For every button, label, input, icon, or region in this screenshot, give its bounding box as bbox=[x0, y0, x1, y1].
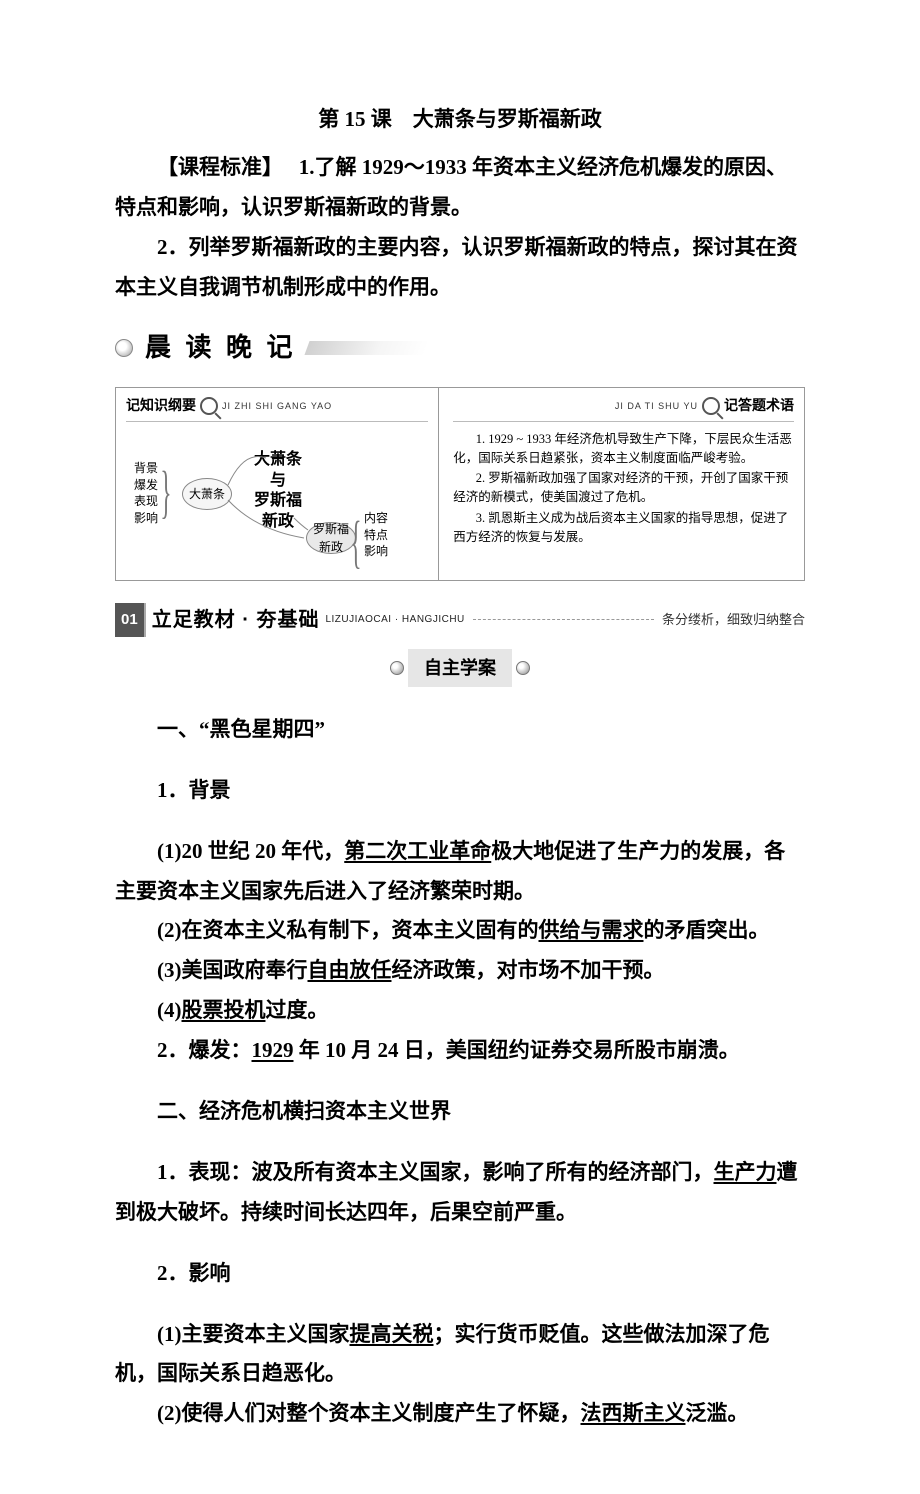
content-para: (1)主要资本主义国家提高关税；实行货币贬值。这些做法加深了危机，国际关系日趋恶… bbox=[115, 1315, 805, 1395]
content-para: (2)使得人们对整个资本主义制度产生了怀疑，法西斯主义泛滥。 bbox=[115, 1394, 805, 1434]
content-para: (1)20 世纪 20 年代，第二次工业革命极大地促进了生产力的发展，各主要资本… bbox=[115, 832, 805, 912]
list-item: 表现 bbox=[134, 493, 158, 510]
magnifier-icon bbox=[702, 397, 720, 415]
section-heading: 一、“黑色星期四” bbox=[115, 710, 805, 750]
pill-label: 自主学案 bbox=[408, 649, 512, 687]
kbox-right-title: 记答题术语 bbox=[724, 396, 794, 417]
underline-text: 提高关税 bbox=[350, 1322, 434, 1346]
text: 1．表现：波及所有资本主义国家，影响了所有的经济部门， bbox=[157, 1160, 714, 1184]
list-item: 特点 bbox=[364, 527, 388, 544]
kbox-left-title: 记知识纲要 bbox=[126, 396, 196, 417]
list-item: 爆发 bbox=[134, 477, 158, 494]
underline-text: 股票投机 bbox=[182, 998, 266, 1022]
diagram-right-items: 内容 特点 影响 bbox=[364, 510, 388, 560]
text: 年 10 月 24 日，美国纽约证券交易所股市崩溃。 bbox=[294, 1038, 740, 1062]
bullet-icon bbox=[115, 339, 133, 357]
content-para: (2)在资本主义私有制下，资本主义固有的供给与需求的矛盾突出。 bbox=[115, 911, 805, 951]
text: 2．爆发： bbox=[157, 1038, 252, 1062]
underline-text: 法西斯主义 bbox=[581, 1401, 686, 1425]
kbox-right-pinyin: JI DA TI SHU YU bbox=[615, 400, 698, 414]
knowledge-box: 记知识纲要 JI ZHI SHI GANG YAO 背景 爆发 表现 影响 } … bbox=[115, 387, 805, 581]
text: 的矛盾突出。 bbox=[644, 918, 770, 942]
underline-text: 供给与需求 bbox=[539, 918, 644, 942]
brace-icon: } bbox=[160, 448, 171, 535]
kbox-right: JI DA TI SHU YU 记答题术语 1. 1929 ~ 1933 年经济… bbox=[439, 388, 804, 580]
sub-heading: 2．影响 bbox=[115, 1254, 805, 1294]
standard-para-1: 【课程标准】 1.了解 1929～1933 年资本主义经济危机爆发的原因、特点和… bbox=[115, 148, 805, 228]
dash-line bbox=[473, 619, 654, 620]
text: (1)20 世纪 20 年代， bbox=[157, 839, 344, 863]
text: (2)使得人们对整个资本主义制度产生了怀疑， bbox=[157, 1401, 581, 1425]
tab-bar: 01 立足教材 · 夯基础 LIZUJIAOCAI · HANGJICHU 条分… bbox=[115, 601, 805, 639]
content-para: (4)股票投机过度。 bbox=[115, 991, 805, 1031]
text: (4) bbox=[157, 998, 182, 1022]
page-root: 第 15 课 大萧条与罗斯福新政 【课程标准】 1.了解 1929～1933 年… bbox=[0, 0, 920, 1494]
diagram-center: 大萧条与罗斯福新政 bbox=[254, 450, 302, 533]
standard-para-2: 2．列举罗斯福新政的主要内容，认识罗斯福新政的特点，探讨其在资本主义自我调节机制… bbox=[115, 228, 805, 308]
content-para: 2．爆发：1929 年 10 月 24 日，美国纽约证券交易所股市崩溃。 bbox=[115, 1031, 805, 1071]
text: 经济政策，对市场不加干预。 bbox=[392, 958, 665, 982]
underline-text: 生产力 bbox=[714, 1160, 777, 1184]
text: 泛滥。 bbox=[686, 1401, 749, 1425]
content-para: (3)美国政府奉行自由放任经济政策，对市场不加干预。 bbox=[115, 951, 805, 991]
tab-pinyin: LIZUJIAOCAI · HANGJICHU bbox=[325, 610, 464, 629]
bullet-icon bbox=[390, 661, 404, 675]
concept-diagram: 背景 爆发 表现 影响 } 大萧条 大萧条与罗斯福新政 罗斯福新政 { 内容 特… bbox=[126, 430, 428, 570]
kbox-right-header: JI DA TI SHU YU 记答题术语 bbox=[453, 396, 794, 422]
diagram-node-right: 罗斯福新政 bbox=[306, 522, 356, 554]
banner-tail bbox=[304, 341, 429, 355]
standard-label: 【课程标准】 bbox=[157, 155, 273, 179]
tab-title: 立足教材 · 夯基础 bbox=[152, 601, 320, 639]
section-heading: 二、经济危机横扫资本主义世界 bbox=[115, 1092, 805, 1132]
section-banner: 晨 读 晚 记 bbox=[115, 321, 805, 374]
kbox-point: 3. 凯恩斯主义成为战后资本主义国家的指导思想，促进了西方经济的恢复与发展。 bbox=[453, 509, 794, 547]
text: 过度。 bbox=[266, 998, 329, 1022]
list-item: 内容 bbox=[364, 510, 388, 527]
list-item: 影响 bbox=[364, 543, 388, 560]
tab-tail: 条分缕析，细致归纳整合 bbox=[662, 608, 805, 633]
text: (3)美国政府奉行 bbox=[157, 958, 308, 982]
kbox-left: 记知识纲要 JI ZHI SHI GANG YAO 背景 爆发 表现 影响 } … bbox=[116, 388, 439, 580]
pill: 自主学案 bbox=[390, 649, 530, 687]
brace-icon: { bbox=[350, 498, 361, 585]
magnifier-icon bbox=[200, 397, 218, 415]
underline-text: 1929 bbox=[252, 1038, 294, 1062]
kbox-left-pinyin: JI ZHI SHI GANG YAO bbox=[222, 400, 332, 414]
content-para: 1．表现：波及所有资本主义国家，影响了所有的经济部门，生产力遭到极大破坏。持续时… bbox=[115, 1153, 805, 1233]
text: (1)主要资本主义国家 bbox=[157, 1322, 350, 1346]
sub-heading: 1．背景 bbox=[115, 771, 805, 811]
list-item: 影响 bbox=[134, 510, 158, 527]
lesson-title: 第 15 课 大萧条与罗斯福新政 bbox=[115, 100, 805, 140]
kbox-point: 2. 罗斯福新政加强了国家对经济的干预，开创了国家干预经济的新模式，使美国渡过了… bbox=[453, 469, 794, 507]
text: (2)在资本主义私有制下，资本主义固有的 bbox=[157, 918, 539, 942]
banner-label: 晨 读 晚 记 bbox=[139, 321, 303, 374]
diagram-node-left: 大萧条 bbox=[182, 478, 232, 510]
diagram-left-items: 背景 爆发 表现 影响 bbox=[134, 460, 158, 527]
kbox-point: 1. 1929 ~ 1933 年经济危机导致生产下降，下层民众生活恶化，国际关系… bbox=[453, 430, 794, 468]
kbox-left-header: 记知识纲要 JI ZHI SHI GANG YAO bbox=[126, 396, 428, 422]
pill-row: 自主学案 bbox=[115, 649, 805, 689]
underline-text: 第二次工业革命 bbox=[344, 839, 491, 863]
tab-number: 01 bbox=[115, 603, 144, 638]
underline-text: 自由放任 bbox=[308, 958, 392, 982]
list-item: 背景 bbox=[134, 460, 158, 477]
bullet-icon bbox=[516, 661, 530, 675]
